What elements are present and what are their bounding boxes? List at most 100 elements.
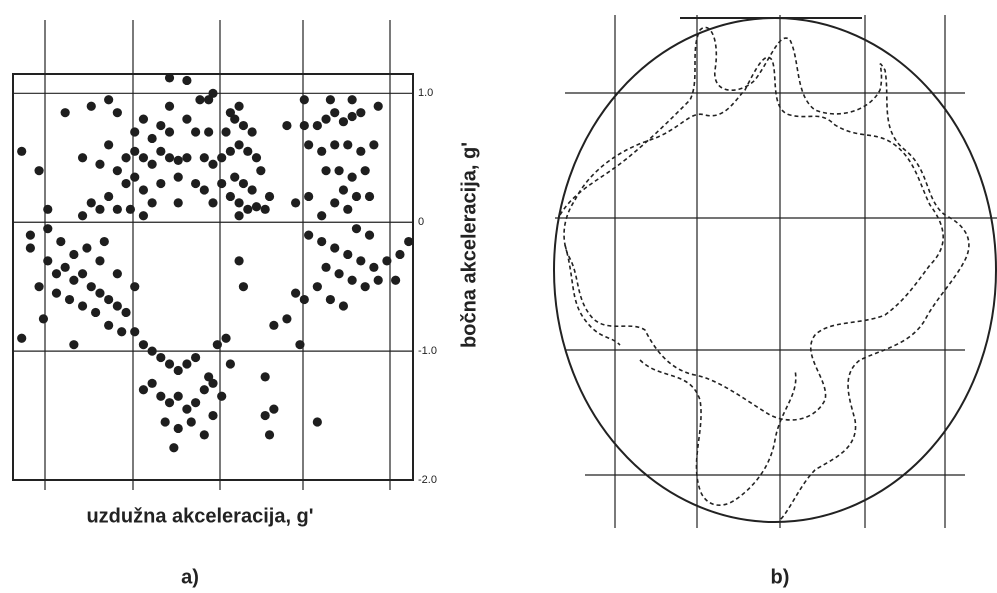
- point: [330, 198, 340, 208]
- point: [77, 153, 88, 163]
- panel-b: [553, 15, 997, 528]
- point: [147, 378, 157, 388]
- y-tick-label: -2.0: [418, 474, 437, 486]
- point: [225, 191, 235, 202]
- y-tick-label: 1.0: [418, 87, 433, 99]
- point: [60, 262, 70, 272]
- point: [404, 236, 414, 247]
- point: [351, 224, 362, 234]
- point: [86, 101, 96, 111]
- point: [208, 159, 218, 169]
- point: [260, 372, 270, 382]
- point: [138, 185, 149, 195]
- point: [51, 288, 62, 298]
- point: [238, 282, 249, 292]
- point: [164, 398, 175, 408]
- point: [364, 191, 375, 202]
- point: [117, 327, 127, 337]
- point: [191, 398, 201, 408]
- point: [217, 178, 227, 189]
- point: [147, 346, 157, 356]
- point: [156, 391, 166, 401]
- point: [269, 320, 279, 330]
- point: [173, 198, 183, 208]
- point: [208, 410, 218, 421]
- point: [199, 385, 209, 395]
- point: [299, 294, 309, 305]
- point: [347, 275, 357, 285]
- point: [169, 443, 179, 453]
- point: [256, 166, 266, 176]
- point: [191, 127, 201, 137]
- point: [69, 340, 79, 350]
- point: [212, 340, 222, 350]
- point: [369, 140, 379, 150]
- point: [225, 359, 235, 369]
- point: [104, 191, 114, 202]
- point: [217, 391, 227, 401]
- point: [247, 185, 257, 195]
- point: [191, 178, 201, 189]
- point: [25, 243, 35, 253]
- point: [330, 108, 340, 118]
- point: [364, 230, 375, 240]
- point: [173, 155, 183, 165]
- point: [199, 430, 209, 440]
- point: [325, 95, 335, 105]
- point: [334, 166, 344, 176]
- y-tick-label: -1.0: [418, 345, 437, 357]
- point: [17, 146, 27, 156]
- point: [330, 243, 340, 253]
- point: [43, 256, 53, 266]
- point: [147, 159, 157, 169]
- point: [186, 417, 196, 427]
- point: [343, 140, 353, 150]
- point: [95, 256, 105, 266]
- point: [321, 166, 331, 176]
- point: [182, 404, 192, 414]
- point: [347, 172, 357, 182]
- point: [156, 352, 166, 363]
- point: [112, 269, 122, 279]
- point: [247, 127, 257, 137]
- point: [173, 172, 183, 182]
- point: [173, 423, 183, 434]
- point: [338, 185, 349, 195]
- point: [112, 204, 122, 214]
- point: [251, 202, 262, 212]
- point: [282, 120, 292, 131]
- point: [208, 198, 218, 208]
- point: [121, 153, 131, 163]
- point: [156, 178, 166, 189]
- point: [95, 288, 105, 298]
- point: [104, 95, 114, 105]
- point: [56, 236, 66, 247]
- point: [373, 275, 383, 285]
- point: [234, 211, 244, 221]
- point: [104, 294, 114, 305]
- point: [38, 314, 49, 324]
- point: [369, 262, 379, 272]
- point: [208, 88, 218, 98]
- point: [395, 249, 405, 260]
- point: [373, 101, 383, 111]
- point: [356, 256, 366, 266]
- point: [130, 327, 140, 337]
- point: [77, 301, 88, 311]
- point: [317, 146, 327, 156]
- point: [182, 114, 192, 124]
- point: [164, 73, 175, 83]
- point: [147, 133, 157, 144]
- point: [225, 108, 235, 118]
- point: [321, 262, 331, 272]
- point: [130, 282, 140, 292]
- point: [121, 307, 131, 318]
- point: [338, 301, 349, 311]
- point: [95, 204, 105, 214]
- point: [325, 294, 335, 305]
- point: [164, 101, 175, 111]
- point: [182, 359, 192, 369]
- point: [69, 249, 79, 260]
- point: [104, 320, 114, 330]
- point: [360, 282, 370, 292]
